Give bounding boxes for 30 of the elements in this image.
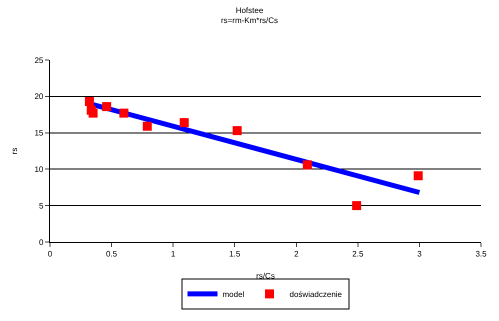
point [302, 160, 312, 170]
point [119, 108, 128, 118]
y-axis-title: rs [10, 148, 20, 154]
y-tick-label: 15 [34, 128, 44, 138]
point [232, 126, 242, 136]
point [142, 122, 152, 131]
legend-label: doświadczenie [290, 290, 343, 300]
x-tick-label: 0 [48, 250, 53, 259]
y-tick-label: 25 [34, 56, 44, 65]
x-tick-label: 3 [417, 250, 422, 259]
legend-label: model [222, 290, 245, 300]
y-tick-label: 5 [38, 201, 44, 210]
point [414, 171, 423, 180]
point [84, 97, 94, 106]
x-tick-label: 1.5 [229, 250, 241, 259]
x-tick-label: 3.5 [475, 250, 488, 259]
point [88, 108, 98, 118]
x-tick-label: 2 [294, 250, 300, 259]
point [352, 201, 362, 210]
point [102, 102, 112, 112]
y-tick-label: 10 [34, 165, 44, 174]
x-tick-label: 2.5 [352, 250, 364, 259]
y-tick-label: 20 [34, 92, 44, 102]
x-tick-label: 0.5 [106, 250, 118, 259]
chart-subtitle: rs=rm-Km*rs/Cs [220, 16, 278, 26]
point [180, 118, 189, 128]
x-tick-label: 1 [170, 250, 176, 259]
chart-title: Hofstee [236, 6, 264, 15]
y-tick-label: 0 [38, 238, 44, 247]
x-axis-title: rs/Cs [256, 272, 275, 281]
